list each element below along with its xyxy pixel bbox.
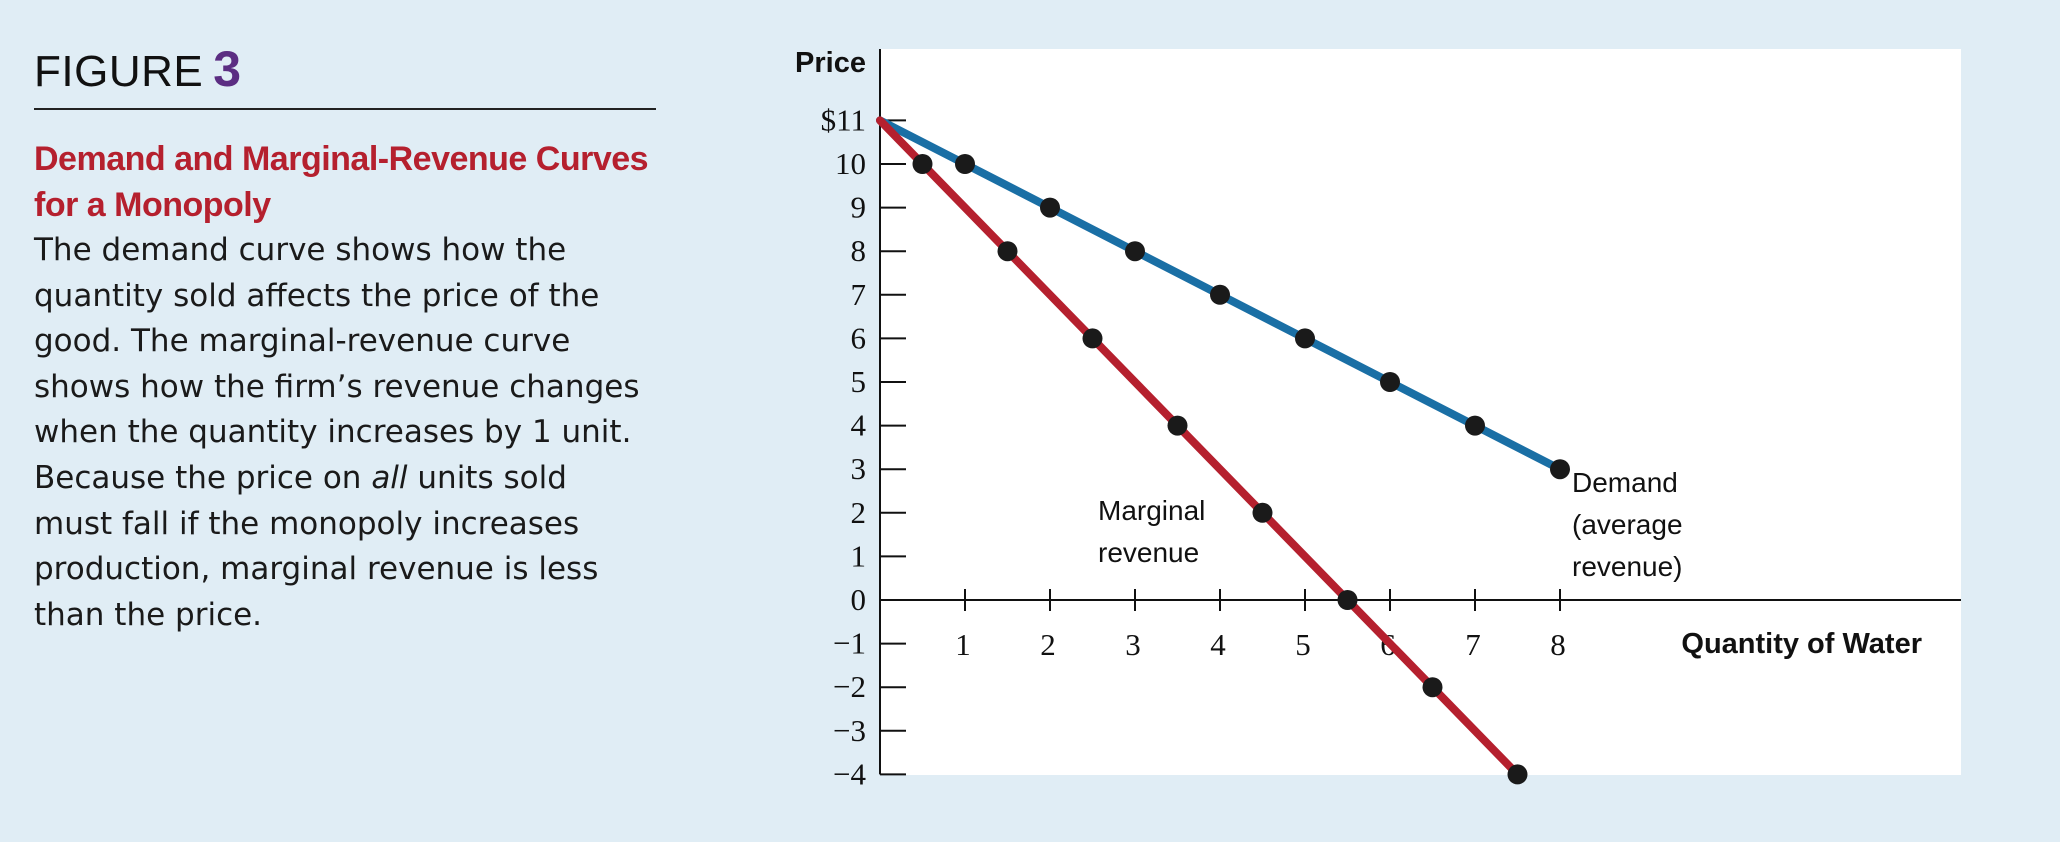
marginal-revenue-point <box>912 154 933 174</box>
figure-title: Demand and Marginal-Revenue Curves for a… <box>34 136 656 228</box>
marginal-revenue-label: revenue <box>1098 537 1199 568</box>
description-line: The demand curve shows how the <box>34 232 567 268</box>
y-tick-label: 3 <box>851 451 867 486</box>
marginal-revenue-point <box>1507 764 1528 785</box>
figure-title-line: Demand and Marginal-Revenue Curves <box>34 140 649 178</box>
demand-point <box>1465 415 1485 436</box>
demand-label: revenue) <box>1572 551 1683 582</box>
y-tick-label: −3 <box>833 713 866 748</box>
description-line: than the price. <box>34 596 263 633</box>
demand-label: (average <box>1572 509 1683 540</box>
x-tick-label: 1 <box>955 627 971 662</box>
demand-point <box>1210 284 1230 305</box>
y-tick-label: 8 <box>851 233 867 268</box>
x-tick-label: 7 <box>1465 627 1481 662</box>
y-tick-label: 10 <box>835 146 866 181</box>
y-tick-label: 0 <box>851 582 867 617</box>
figure-label: FIGURE <box>34 47 204 96</box>
y-tick-label: 4 <box>851 408 867 443</box>
y-tick-label: −4 <box>833 756 866 791</box>
y-tick-label: $11 <box>821 102 866 137</box>
demand-point <box>1125 241 1145 262</box>
marginal-revenue-line <box>876 116 1522 779</box>
description-emphasis: all <box>371 459 408 496</box>
description-text: Because the price on <box>34 459 372 496</box>
x-tick-label: 2 <box>1040 627 1056 662</box>
demand-point <box>1295 328 1315 349</box>
description-line: when the quantity increases by 1 unit. <box>34 414 632 451</box>
y-tick-label: 9 <box>851 190 867 225</box>
series-points <box>912 154 1570 785</box>
marginal-revenue-point <box>1252 502 1273 523</box>
figure-title-line: for a Monopoly <box>34 186 271 224</box>
plot-area <box>881 49 1961 775</box>
x-tick-label: 3 <box>1125 627 1141 662</box>
chart-labels: Demand (average revenue) Marginal revenue <box>1098 467 1683 582</box>
x-tick-label: 8 <box>1550 627 1566 662</box>
marginal-revenue-point <box>1337 590 1358 610</box>
x-axis-title: Quantity of Water <box>1681 628 1922 660</box>
y-tick-label: −2 <box>833 669 866 704</box>
figure-number: 3 <box>213 41 242 97</box>
description-line: production, marginal revenue is less <box>34 551 599 588</box>
description-line: must fall if the monopoly increases <box>34 505 580 542</box>
description-line: Because the price on all units sold <box>34 456 656 502</box>
demand-point <box>1550 459 1570 480</box>
y-tick-label: 5 <box>851 364 867 399</box>
marginal-revenue-point <box>1167 415 1188 436</box>
description-text: units sold <box>407 459 567 496</box>
y-tick-label: 7 <box>851 277 867 312</box>
y-tick-label: 1 <box>851 538 867 573</box>
marginal-revenue-point <box>1082 328 1103 349</box>
demand-label: Demand <box>1572 467 1678 498</box>
figure-header: FIGURE 3 <box>34 40 656 110</box>
figure-caption: FIGURE 3 Demand and Marginal-Revenue Curv… <box>34 40 656 638</box>
demand-point <box>1040 197 1060 218</box>
demand-point <box>1380 372 1400 392</box>
description-line: good. The marginal-revenue curve <box>34 323 571 360</box>
x-tick-label: 4 <box>1210 627 1226 662</box>
axes: $11109876543210−1−2−3−412345678PriceQuan… <box>795 47 1961 791</box>
marginal-revenue-label: Marginal <box>1098 495 1205 526</box>
marginal-revenue-point <box>997 241 1018 262</box>
y-tick-label: −1 <box>833 626 866 661</box>
x-tick-label: 5 <box>1295 627 1311 662</box>
y-tick-label: 2 <box>851 495 867 530</box>
figure-description: The demand curve shows how the quantity … <box>34 228 656 638</box>
y-tick-label: 6 <box>851 320 867 355</box>
description-line: shows how the firm’s revenue changes <box>34 368 640 405</box>
marginal-revenue-point <box>1422 677 1443 698</box>
y-axis-title: Price <box>795 47 866 79</box>
demand-point <box>955 154 975 174</box>
description-line: quantity sold affects the price of the <box>34 277 600 314</box>
